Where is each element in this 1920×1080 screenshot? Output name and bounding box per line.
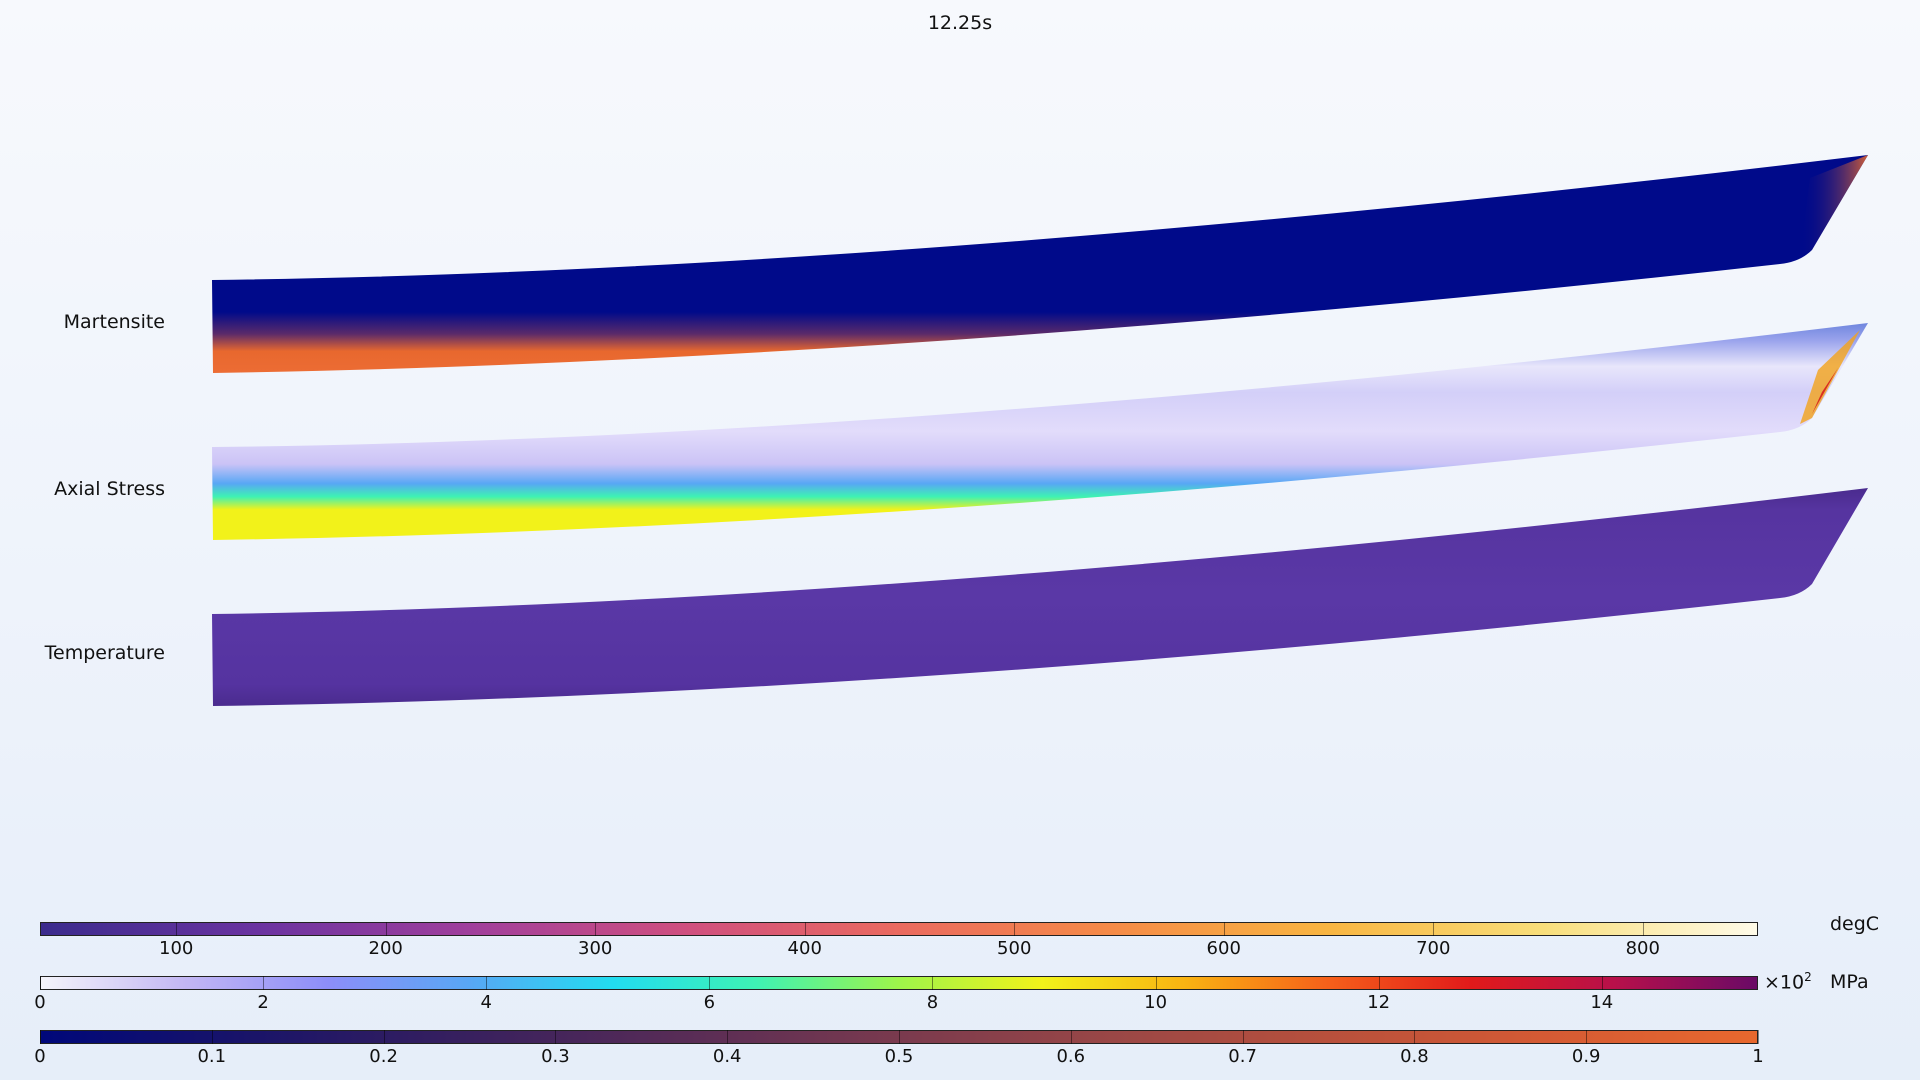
temperature-tick-label: 100 <box>158 938 194 959</box>
stress-tick-label: 4 <box>480 992 492 1013</box>
axial-stress-beam <box>212 323 1868 540</box>
martensite-tick-mark <box>1070 1030 1072 1044</box>
temperature-tick-mark <box>1014 922 1016 936</box>
martensite-tick-label: 0.1 <box>197 1046 227 1067</box>
martensite-tick-mark <box>1586 1030 1588 1044</box>
axial-stress-tip-hotspot <box>1800 330 1860 424</box>
martensite-tick-mark <box>211 1030 213 1044</box>
stress-tick-label: 14 <box>1590 992 1614 1013</box>
stress-tick-mark <box>1378 976 1380 990</box>
stress-tick-label: 2 <box>257 992 269 1013</box>
martensite-tick-label: 0.8 <box>1400 1046 1429 1067</box>
axial-stress-tip-core <box>1812 368 1838 414</box>
martensite-tick-label: 0.4 <box>712 1046 742 1067</box>
temperature-tick-mark <box>1223 922 1225 936</box>
stress-tick-mark <box>40 976 41 990</box>
martensite-legend-bar <box>40 1030 1758 1044</box>
stress-tick-label: 12 <box>1367 992 1391 1013</box>
martensite-tick-mark <box>727 1030 729 1044</box>
stress-tick-mark <box>1155 976 1157 990</box>
stress-unit-label: MPa <box>1830 971 1869 993</box>
temperature-unit-label: degC <box>1830 913 1880 935</box>
temperature-legend-ticks: 100 200 300 400 500 600 700 800 <box>40 922 1758 962</box>
temperature-tick-label: 200 <box>368 938 403 959</box>
stress-legend-ticks: 0 2 4 6 8 10 12 14 <box>34 976 1758 1016</box>
stress-multiplier-base: ×10 <box>1764 971 1805 994</box>
temperature-tick-mark <box>804 922 806 936</box>
martensite-legend-ticks: 0 0.1 0.2 0.3 0.4 0.5 0.6 0.7 0.8 0.9 1 <box>34 1030 1764 1070</box>
field-label-martensite: Martensite <box>63 311 165 333</box>
stress-tick-label: 8 <box>926 992 939 1013</box>
stress-tick-mark <box>263 976 265 990</box>
temperature-tick-label: 300 <box>578 938 613 959</box>
martensite-tick-mark <box>555 1030 557 1044</box>
stress-tick-mark <box>932 976 934 990</box>
martensite-tick-mark <box>383 1030 385 1044</box>
temperature-legend-bar <box>40 922 1758 936</box>
temperature-tick-label: 600 <box>1206 938 1241 959</box>
temperature-tick-label: 700 <box>1416 938 1451 959</box>
martensite-tick-mark <box>899 1030 900 1044</box>
stress-legend-bar <box>40 976 1758 990</box>
field-label-axial-stress: Axial Stress <box>54 478 165 500</box>
martensite-tick-mark <box>1414 1030 1416 1044</box>
temperature-tick-mark <box>176 922 178 936</box>
martensite-tick-label: 0 <box>34 1046 46 1067</box>
temperature-tick-label: 400 <box>787 938 822 959</box>
stress-multiplier-exponent: 2 <box>1804 970 1812 984</box>
time-label: 12.25s <box>927 12 993 34</box>
temperature-beam <box>212 488 1868 706</box>
stress-tick-label: 0 <box>34 992 46 1013</box>
martensite-tick-label: 0.3 <box>541 1046 570 1067</box>
martensite-tick-label: 0.2 <box>369 1046 398 1067</box>
stress-tick-label: 6 <box>703 992 716 1013</box>
temperature-tick-mark <box>385 922 387 936</box>
temperature-tick-label: 800 <box>1625 938 1660 959</box>
martensite-tick-label: 0.6 <box>1056 1046 1086 1067</box>
stress-tick-mark <box>709 976 711 990</box>
martensite-tick-mark <box>1242 1030 1244 1044</box>
martensite-tick-label: 0.9 <box>1571 1046 1601 1067</box>
stress-tick-label: 10 <box>1144 992 1168 1013</box>
temperature-tick-mark <box>1642 922 1644 936</box>
martensite-tick-mark <box>40 1030 41 1044</box>
temperature-tick-mark <box>1433 922 1435 936</box>
stress-tick-mark <box>486 976 488 990</box>
martensite-tick-label: 0.7 <box>1228 1046 1257 1067</box>
stress-tick-mark <box>1601 976 1603 990</box>
martensite-beam <box>212 155 1868 373</box>
temperature-tick-mark <box>595 922 597 936</box>
martensite-tip-glow <box>1800 155 1868 255</box>
temperature-tick-label: 500 <box>997 938 1032 959</box>
stress-multiplier-label: ×102 <box>1764 970 1812 993</box>
martensite-tick-label: 0.5 <box>884 1046 914 1067</box>
martensite-tick-label: 1 <box>1752 1046 1764 1067</box>
martensite-tick-mark <box>1758 1030 1759 1044</box>
field-label-temperature: Temperature <box>44 642 165 664</box>
